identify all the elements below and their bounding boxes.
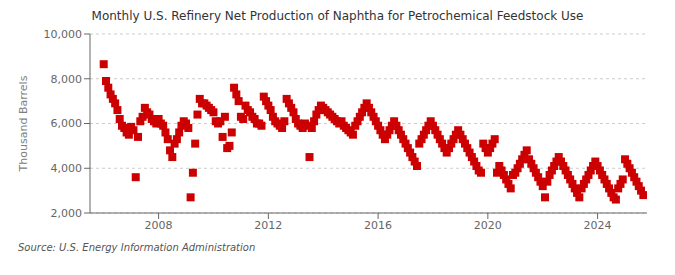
svg-text:2024: 2024: [584, 219, 612, 232]
svg-text:2012: 2012: [254, 219, 282, 232]
html-text:Monthly U.S. Refinery Net Prod: Monthly U.S. Refinery Net Production of …: [91, 9, 584, 23]
svg-text:Thousand Barrels: Thousand Barrels: [17, 75, 30, 172]
svg-text:6,000: 6,000: [51, 117, 83, 130]
html-text:Source: U.S. Energy Informatio: Source: U.S. Energy Information Administ…: [18, 242, 256, 253]
svg-text:10,000: 10,000: [44, 28, 83, 41]
svg-text:4,000: 4,000: [51, 162, 83, 175]
svg-text:8,000: 8,000: [51, 73, 83, 86]
svg-text:2008: 2008: [145, 219, 173, 232]
svg-text:2,000: 2,000: [51, 207, 83, 220]
svg-text:2016: 2016: [364, 219, 392, 232]
svg-text:2020: 2020: [474, 219, 502, 232]
